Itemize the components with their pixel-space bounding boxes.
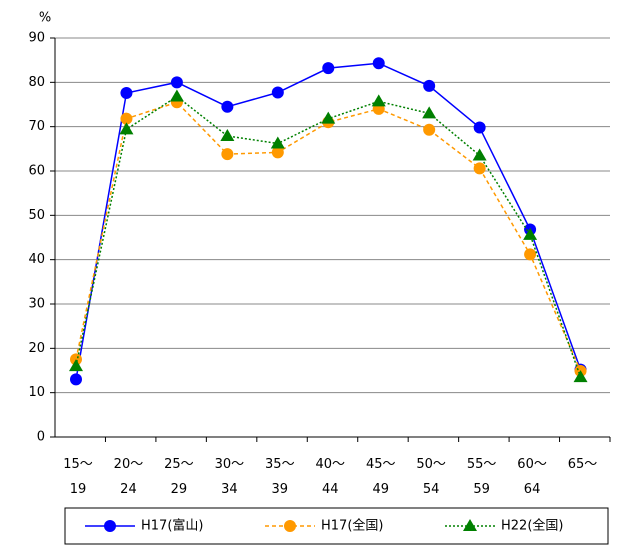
point	[322, 62, 335, 75]
legend-label: H17(全国)	[321, 518, 383, 534]
point	[170, 76, 183, 89]
series-line	[75, 101, 582, 372]
legend-marker	[284, 520, 296, 532]
legend-marker	[104, 520, 116, 532]
x-tick-label: 15～ 19	[63, 457, 93, 497]
x-tick-label: 40～ 44	[315, 457, 346, 497]
x-tick-label: 30～ 34	[214, 457, 245, 497]
y-tick-label: 40	[28, 252, 45, 267]
point	[372, 57, 385, 70]
point	[119, 122, 134, 135]
point	[120, 86, 133, 99]
y-tick-label: 0	[37, 430, 45, 445]
y-tick-label: 20	[28, 341, 45, 356]
point	[523, 227, 538, 240]
series-line	[75, 95, 582, 378]
x-tick-label: 35～ 39	[265, 457, 295, 497]
y-tick-label: 90	[28, 31, 45, 46]
y-tick-label: 10	[28, 385, 45, 400]
y-axis-label: %	[39, 11, 51, 26]
legend-box	[64, 507, 609, 545]
point	[221, 100, 234, 113]
point	[371, 94, 386, 107]
x-tick-label: 65～	[567, 457, 598, 472]
point	[220, 128, 235, 141]
point	[524, 248, 537, 261]
y-tick-label: 60	[28, 164, 45, 179]
y-tick-label: 80	[28, 75, 45, 90]
point	[271, 146, 284, 159]
point	[473, 121, 486, 134]
legend-label: H17(富山)	[141, 518, 203, 534]
x-tick-label: 60～ 64	[517, 457, 547, 497]
point	[573, 370, 588, 383]
x-tick-label: 25～ 29	[164, 457, 194, 497]
legend-label: H22(全国)	[501, 518, 563, 534]
x-tick-label: 20～ 24	[113, 457, 144, 497]
point	[472, 148, 487, 161]
point	[271, 86, 284, 99]
x-tick-label: 55～ 59	[466, 457, 497, 497]
x-tick-label: 45～ 49	[365, 457, 396, 497]
series-line	[75, 62, 582, 380]
y-tick-label: 30	[28, 297, 45, 312]
y-tick-label: 50	[28, 208, 45, 223]
point	[422, 106, 437, 119]
point	[321, 111, 336, 124]
x-tick-label: 50～ 54	[416, 457, 446, 497]
point	[169, 89, 184, 102]
point	[221, 148, 234, 161]
y-tick-label: 70	[28, 119, 45, 134]
point	[70, 373, 82, 386]
point	[423, 123, 436, 136]
point	[473, 162, 486, 175]
point	[270, 136, 285, 149]
point	[120, 112, 133, 125]
legend-marker	[463, 519, 477, 531]
point	[69, 359, 83, 372]
point	[423, 79, 436, 92]
